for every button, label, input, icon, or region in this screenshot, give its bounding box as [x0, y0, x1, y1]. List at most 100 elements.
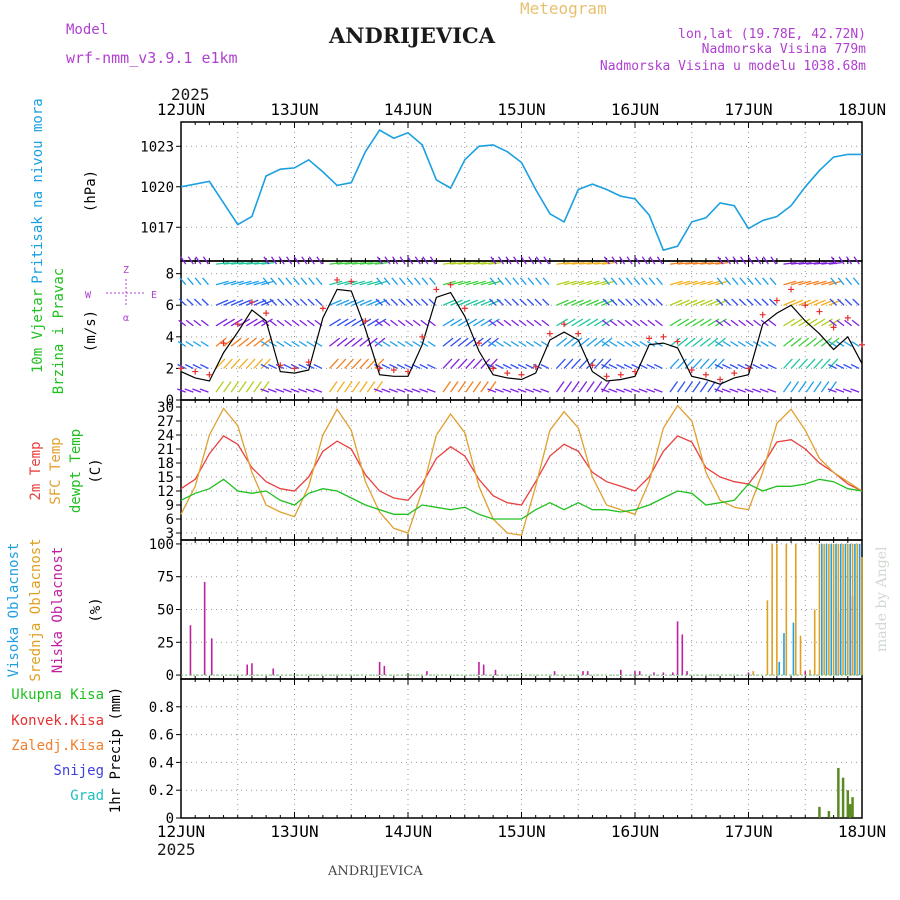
- wind-barb: [269, 298, 277, 306]
- station-title: ANDRIJEVICA: [328, 23, 496, 48]
- precip-ylabel: 1hr Precip (mm): [108, 687, 124, 813]
- wind-barb: [276, 319, 285, 327]
- wind-barb: [578, 318, 591, 327]
- wind-barb: [376, 277, 383, 286]
- wind-gust-marker: [234, 321, 241, 328]
- wind-barb: [238, 280, 252, 286]
- wind-barb: [828, 318, 841, 327]
- wind-barb: [699, 381, 709, 393]
- wind-barb: [351, 381, 361, 393]
- wind-barb: [186, 298, 194, 306]
- wind-barb: [610, 277, 618, 286]
- wind-barb: [184, 363, 194, 369]
- wind-barb: [187, 256, 194, 265]
- wind-barb: [677, 261, 691, 265]
- wind-barb: [656, 277, 663, 286]
- wind-barb: [624, 319, 633, 327]
- wind-barb: [351, 318, 364, 327]
- altitude-text: Nadmorska Visina 779m: [702, 42, 867, 57]
- wind-barb: [646, 388, 656, 393]
- y-tick-label: 2: [166, 361, 174, 377]
- wind-barb: [512, 277, 520, 286]
- y-tick-label: 1017: [140, 220, 174, 236]
- wind-barb: [805, 337, 817, 347]
- wind-barb: [223, 299, 236, 306]
- wind-barb: [268, 363, 277, 369]
- wind-barb: [192, 363, 202, 369]
- wind-gust-marker: [575, 330, 582, 337]
- wind-barb: [465, 358, 476, 369]
- wind-barb: [526, 298, 535, 306]
- wind-barb: [731, 298, 739, 306]
- wind-barb: [850, 363, 860, 369]
- wind-barb: [571, 381, 580, 393]
- wind-barb: [828, 319, 837, 327]
- wind-gust-marker: [518, 371, 525, 378]
- wind-barb: [195, 256, 202, 265]
- wind-barb: [429, 277, 436, 286]
- wind-barb: [487, 340, 497, 347]
- wind-barb: [714, 358, 725, 369]
- pressure-unit: (hPa): [83, 170, 99, 212]
- wind-barb: [215, 261, 229, 265]
- y-tick-label: 3: [166, 526, 174, 542]
- wind-barb: [579, 261, 593, 265]
- wind-barb: [692, 358, 703, 369]
- wind-barb: [790, 337, 802, 347]
- wind-barb: [502, 388, 512, 393]
- wind-gust-marker: [660, 333, 667, 340]
- wind-barb: [540, 363, 550, 369]
- wind-barb: [722, 363, 731, 369]
- wind-barb: [783, 358, 793, 369]
- wind-barb: [414, 277, 421, 286]
- wind-gust-marker: [461, 305, 468, 312]
- wind-barb: [263, 256, 270, 265]
- wind-panel: 0 2 4 6 8: [166, 256, 865, 409]
- wind-barb: [611, 256, 618, 265]
- wind-gust-marker: [745, 365, 752, 372]
- precip-legend-item: Snijeg: [53, 763, 104, 779]
- wind-barb: [473, 261, 487, 265]
- wind-barb: [290, 363, 300, 369]
- wind-barb: [457, 337, 469, 347]
- wind-barb: [336, 280, 350, 286]
- wind-barb: [307, 298, 315, 306]
- wind-barb: [315, 298, 323, 306]
- wind-gust-marker: [844, 314, 851, 321]
- wind-barb: [783, 261, 797, 265]
- wind-barb: [230, 358, 241, 369]
- wind-barb: [540, 388, 550, 393]
- y-tick-label: 0.2: [149, 783, 174, 799]
- wind-barb: [692, 318, 705, 327]
- wind-barb: [692, 299, 705, 306]
- wind-barb: [374, 319, 383, 327]
- wind-barb: [525, 388, 535, 393]
- wind-barb: [852, 298, 860, 306]
- wind-barb: [366, 381, 376, 393]
- wind-barb: [578, 358, 589, 369]
- wind-barb: [626, 256, 633, 265]
- wind-barb: [745, 319, 754, 327]
- wind-barb: [603, 256, 611, 265]
- wind-barb: [404, 340, 414, 347]
- wind-barb: [442, 381, 452, 393]
- wind-barb: [419, 388, 429, 393]
- wind-barb: [192, 388, 202, 393]
- wind-barb: [419, 340, 429, 347]
- wind-gust-marker: [773, 297, 780, 304]
- wind-barb: [820, 381, 830, 393]
- wind-gust-marker: [305, 359, 312, 366]
- wind-barb: [381, 388, 391, 393]
- wind-barb: [578, 381, 588, 393]
- wind-barb: [230, 337, 242, 347]
- wind-barb: [747, 256, 754, 265]
- wind-barb: [260, 340, 270, 347]
- wind-barb: [473, 299, 486, 306]
- wind-barb: [329, 358, 339, 369]
- wind-barb: [298, 363, 308, 369]
- wind-gust-marker: [561, 321, 568, 328]
- wind-barb: [300, 277, 308, 286]
- wind-barb: [525, 363, 535, 369]
- wind-barb: [563, 381, 573, 393]
- wind-barb: [344, 381, 353, 393]
